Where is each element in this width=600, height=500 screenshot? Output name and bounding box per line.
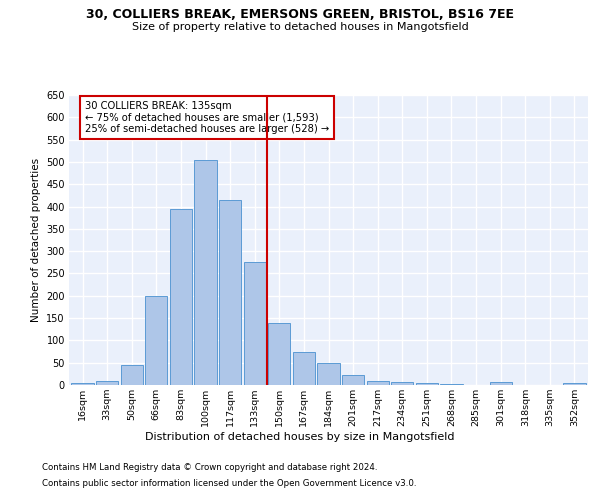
Bar bbox=[145, 296, 167, 385]
Bar bbox=[367, 380, 389, 385]
Bar bbox=[391, 382, 413, 385]
Bar bbox=[121, 365, 143, 385]
Bar bbox=[170, 209, 192, 385]
Bar bbox=[293, 352, 315, 385]
Text: Distribution of detached houses by size in Mangotsfield: Distribution of detached houses by size … bbox=[145, 432, 455, 442]
Bar bbox=[490, 382, 512, 385]
Bar bbox=[342, 375, 364, 385]
Bar bbox=[219, 200, 241, 385]
Text: 30 COLLIERS BREAK: 135sqm
← 75% of detached houses are smaller (1,593)
25% of se: 30 COLLIERS BREAK: 135sqm ← 75% of detac… bbox=[85, 101, 329, 134]
Bar bbox=[96, 380, 118, 385]
Bar bbox=[268, 322, 290, 385]
Bar bbox=[440, 384, 463, 385]
Bar bbox=[563, 383, 586, 385]
Bar bbox=[317, 362, 340, 385]
Bar bbox=[416, 383, 438, 385]
Bar bbox=[71, 383, 94, 385]
Text: Contains HM Land Registry data © Crown copyright and database right 2024.: Contains HM Land Registry data © Crown c… bbox=[42, 464, 377, 472]
Text: Size of property relative to detached houses in Mangotsfield: Size of property relative to detached ho… bbox=[131, 22, 469, 32]
Bar bbox=[244, 262, 266, 385]
Y-axis label: Number of detached properties: Number of detached properties bbox=[31, 158, 41, 322]
Text: 30, COLLIERS BREAK, EMERSONS GREEN, BRISTOL, BS16 7EE: 30, COLLIERS BREAK, EMERSONS GREEN, BRIS… bbox=[86, 8, 514, 20]
Text: Contains public sector information licensed under the Open Government Licence v3: Contains public sector information licen… bbox=[42, 478, 416, 488]
Bar bbox=[194, 160, 217, 385]
